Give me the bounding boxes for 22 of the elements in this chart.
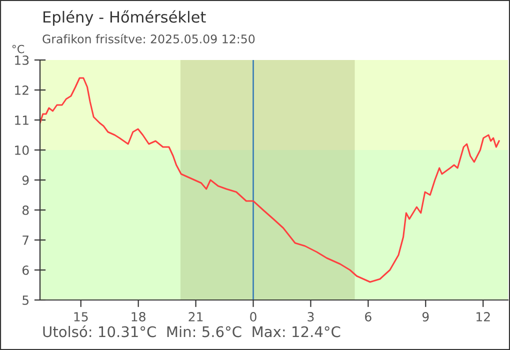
x-tick-label: 6 [365,312,372,322]
y-tick-label: 7 [22,236,29,245]
y-tick-label: 8 [22,205,29,215]
x-tick-label: 15 [74,312,88,322]
chart-title: Eplény - Hőmérséklet [44,10,206,26]
y-axis-title: °C [12,44,24,54]
text: Utolsó: 10.31°C Min: 5.6°C Max: 12.4°C [43,325,340,338]
y-tick-label: 12 [15,85,28,95]
y-tick-label: 5 [22,296,28,305]
y-tick-label: 6 [22,265,29,275]
x-tick-label: 3 [308,312,314,322]
y-tick-label: 11 [15,116,28,125]
line-series [40,77,500,283]
chart-subtitle: Grafikon frissítve: 2025.05.09 12:50 [42,34,255,44]
y-tick-label: 9 [22,175,29,185]
x-tick-label: 9 [422,312,429,322]
y-tick-label: 13 [15,55,29,65]
x-tick-label: 21 [188,312,203,322]
x-tick-label: 0 [250,312,256,322]
x-tick-label: 18 [132,312,146,322]
y-tick-label: 10 [15,145,29,155]
x-tick-label: 12 [476,312,490,322]
